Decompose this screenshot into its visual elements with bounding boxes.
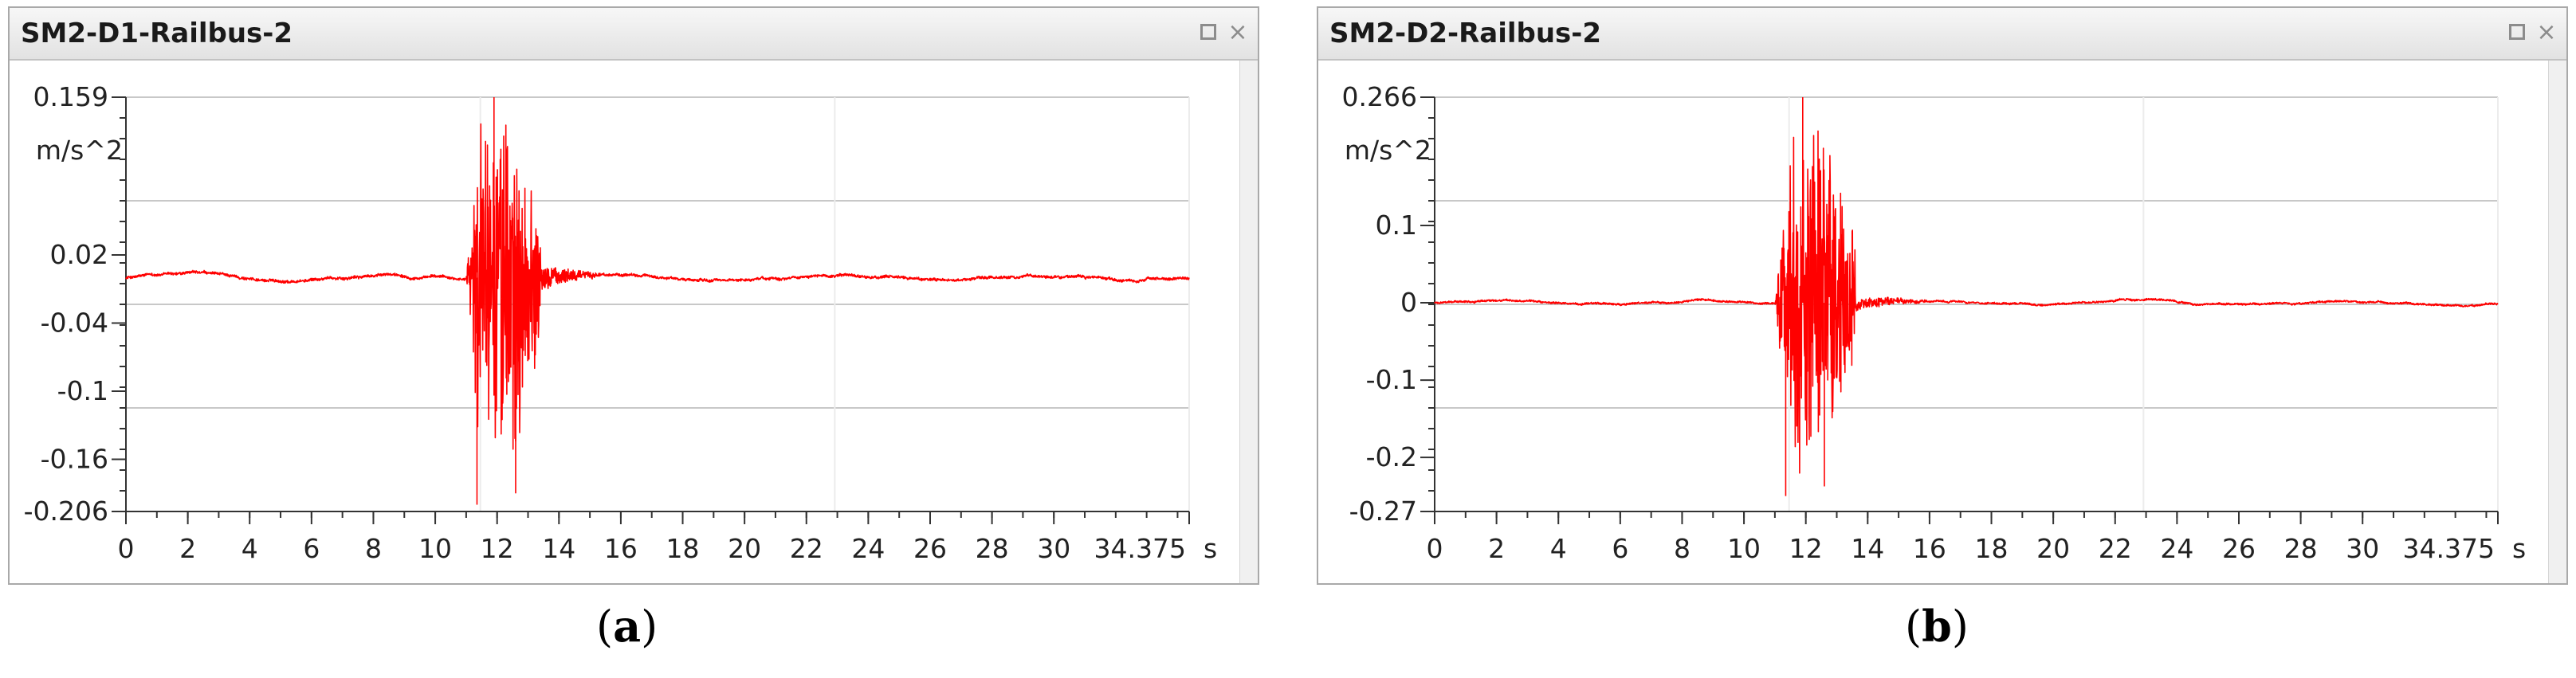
y-tick-label: 0.266 xyxy=(1342,81,1417,112)
y-tick-labels: 0.159 0.02 -0.04 -0.1 -0.16 -0.206 xyxy=(24,81,126,527)
x-tick-label: 0 xyxy=(118,533,135,564)
x-tick-label: 30 xyxy=(1037,533,1070,564)
x-tick-label: 34.375 xyxy=(2403,533,2495,564)
maximize-icon[interactable] xyxy=(2506,19,2530,46)
peak-markers xyxy=(1785,97,1825,496)
figure-caption-a: (a) xyxy=(596,601,658,652)
x-tick-label: 22 xyxy=(2099,533,2132,564)
x-unit-label: s xyxy=(1204,533,1217,564)
y-tick-label: -0.27 xyxy=(1349,496,1417,527)
x-tick-label: 28 xyxy=(976,533,1009,564)
grid xyxy=(125,96,1190,512)
window-titlebar: SM2-D2-Railbus-2 × xyxy=(1318,8,2566,61)
x-tick-label: 2 xyxy=(1488,533,1505,564)
figure-caption-b: (b) xyxy=(1905,601,1969,652)
x-tick-label: 28 xyxy=(2284,533,2318,564)
x-tick-label: 4 xyxy=(242,533,258,564)
grid xyxy=(1434,96,2499,512)
y-tick-label: 0.159 xyxy=(33,81,108,112)
x-tick-label: 8 xyxy=(1674,533,1690,564)
x-tick-label: 24 xyxy=(2160,533,2193,564)
x-tick-label: 16 xyxy=(604,533,638,564)
x-tick-label: 34.375 xyxy=(1094,533,1186,564)
x-tick-label: 22 xyxy=(790,533,823,564)
y-tick-label: -0.1 xyxy=(57,375,108,406)
x-tick-label: 4 xyxy=(1550,533,1567,564)
chart-window-b: SM2-D2-Railbus-2 × 0.266 0.1 0 -0.1 -0.2 -0.2… xyxy=(1317,6,2568,585)
y-tick-label: -0.2 xyxy=(1366,441,1417,472)
x-tick-labels: 0 2 4 6 8 10 12 14 16 18 20 22 24 26 28 30 34.375 xyxy=(118,511,1190,564)
y-tick-labels: 0.266 0.1 0 -0.1 -0.2 -0.27 xyxy=(1342,81,1435,527)
x-tick-label: 16 xyxy=(1913,533,1946,564)
x-tick-label: 20 xyxy=(728,533,761,564)
x-tick-label: 10 xyxy=(418,533,452,564)
x-tick-label: 18 xyxy=(1975,533,2009,564)
window-title: SM2-D1-Railbus-2 xyxy=(21,18,293,49)
y-tick-label: -0.04 xyxy=(41,308,108,339)
x-tick-label: 26 xyxy=(913,533,947,564)
x-tick-label: 20 xyxy=(2036,533,2070,564)
y-tick-label: -0.1 xyxy=(1366,364,1417,395)
y-tick-label: 0 xyxy=(1400,287,1417,318)
x-tick-label: 12 xyxy=(1789,533,1823,564)
x-unit-label: s xyxy=(2512,533,2526,564)
window-titlebar: SM2-D1-Railbus-2 × xyxy=(10,8,1258,61)
y-tick-label: 0.02 xyxy=(50,239,108,270)
close-icon[interactable]: × xyxy=(1227,18,1248,46)
x-tick-label: 6 xyxy=(1612,533,1628,564)
x-tick-label: 18 xyxy=(666,533,700,564)
x-tick-label: 0 xyxy=(1427,533,1443,564)
x-tick-label: 26 xyxy=(2222,533,2256,564)
x-tick-label: 24 xyxy=(851,533,885,564)
peak-markers xyxy=(476,97,516,505)
maximize-icon[interactable] xyxy=(1197,19,1221,46)
close-icon[interactable]: × xyxy=(2536,18,2557,46)
y-unit-label: m/s^2 xyxy=(36,135,123,166)
x-tick-label: 6 xyxy=(303,533,320,564)
scrollbar[interactable] xyxy=(2548,61,2566,583)
y-unit-label: m/s^2 xyxy=(1345,135,1431,166)
x-tick-labels: 0 2 4 6 8 10 12 14 16 18 20 22 24 26 28 30 34.375 xyxy=(1427,511,2499,564)
x-tick-label: 10 xyxy=(1727,533,1761,564)
x-tick-label: 14 xyxy=(1851,533,1884,564)
window-title: SM2-D2-Railbus-2 xyxy=(1329,18,1602,49)
x-minor-ticks xyxy=(1434,511,2488,518)
x-minor-ticks xyxy=(125,511,1179,518)
signal-trace xyxy=(1434,130,2499,474)
y-tick-label: 0.1 xyxy=(1376,210,1417,241)
x-tick-label: 30 xyxy=(2346,533,2379,564)
x-tick-label: 2 xyxy=(179,533,196,564)
x-tick-label: 12 xyxy=(481,533,514,564)
chart-window-a: SM2-D1-Railbus-2 × 0.159 0.02 -0.04 -0.1 -0.… xyxy=(8,6,1259,585)
x-tick-label: 14 xyxy=(542,533,575,564)
signal-trace xyxy=(125,123,1190,450)
scrollbar[interactable] xyxy=(1239,61,1258,583)
y-tick-label: -0.16 xyxy=(41,443,108,474)
y-tick-label: -0.206 xyxy=(24,496,108,527)
x-tick-label: 8 xyxy=(365,533,382,564)
